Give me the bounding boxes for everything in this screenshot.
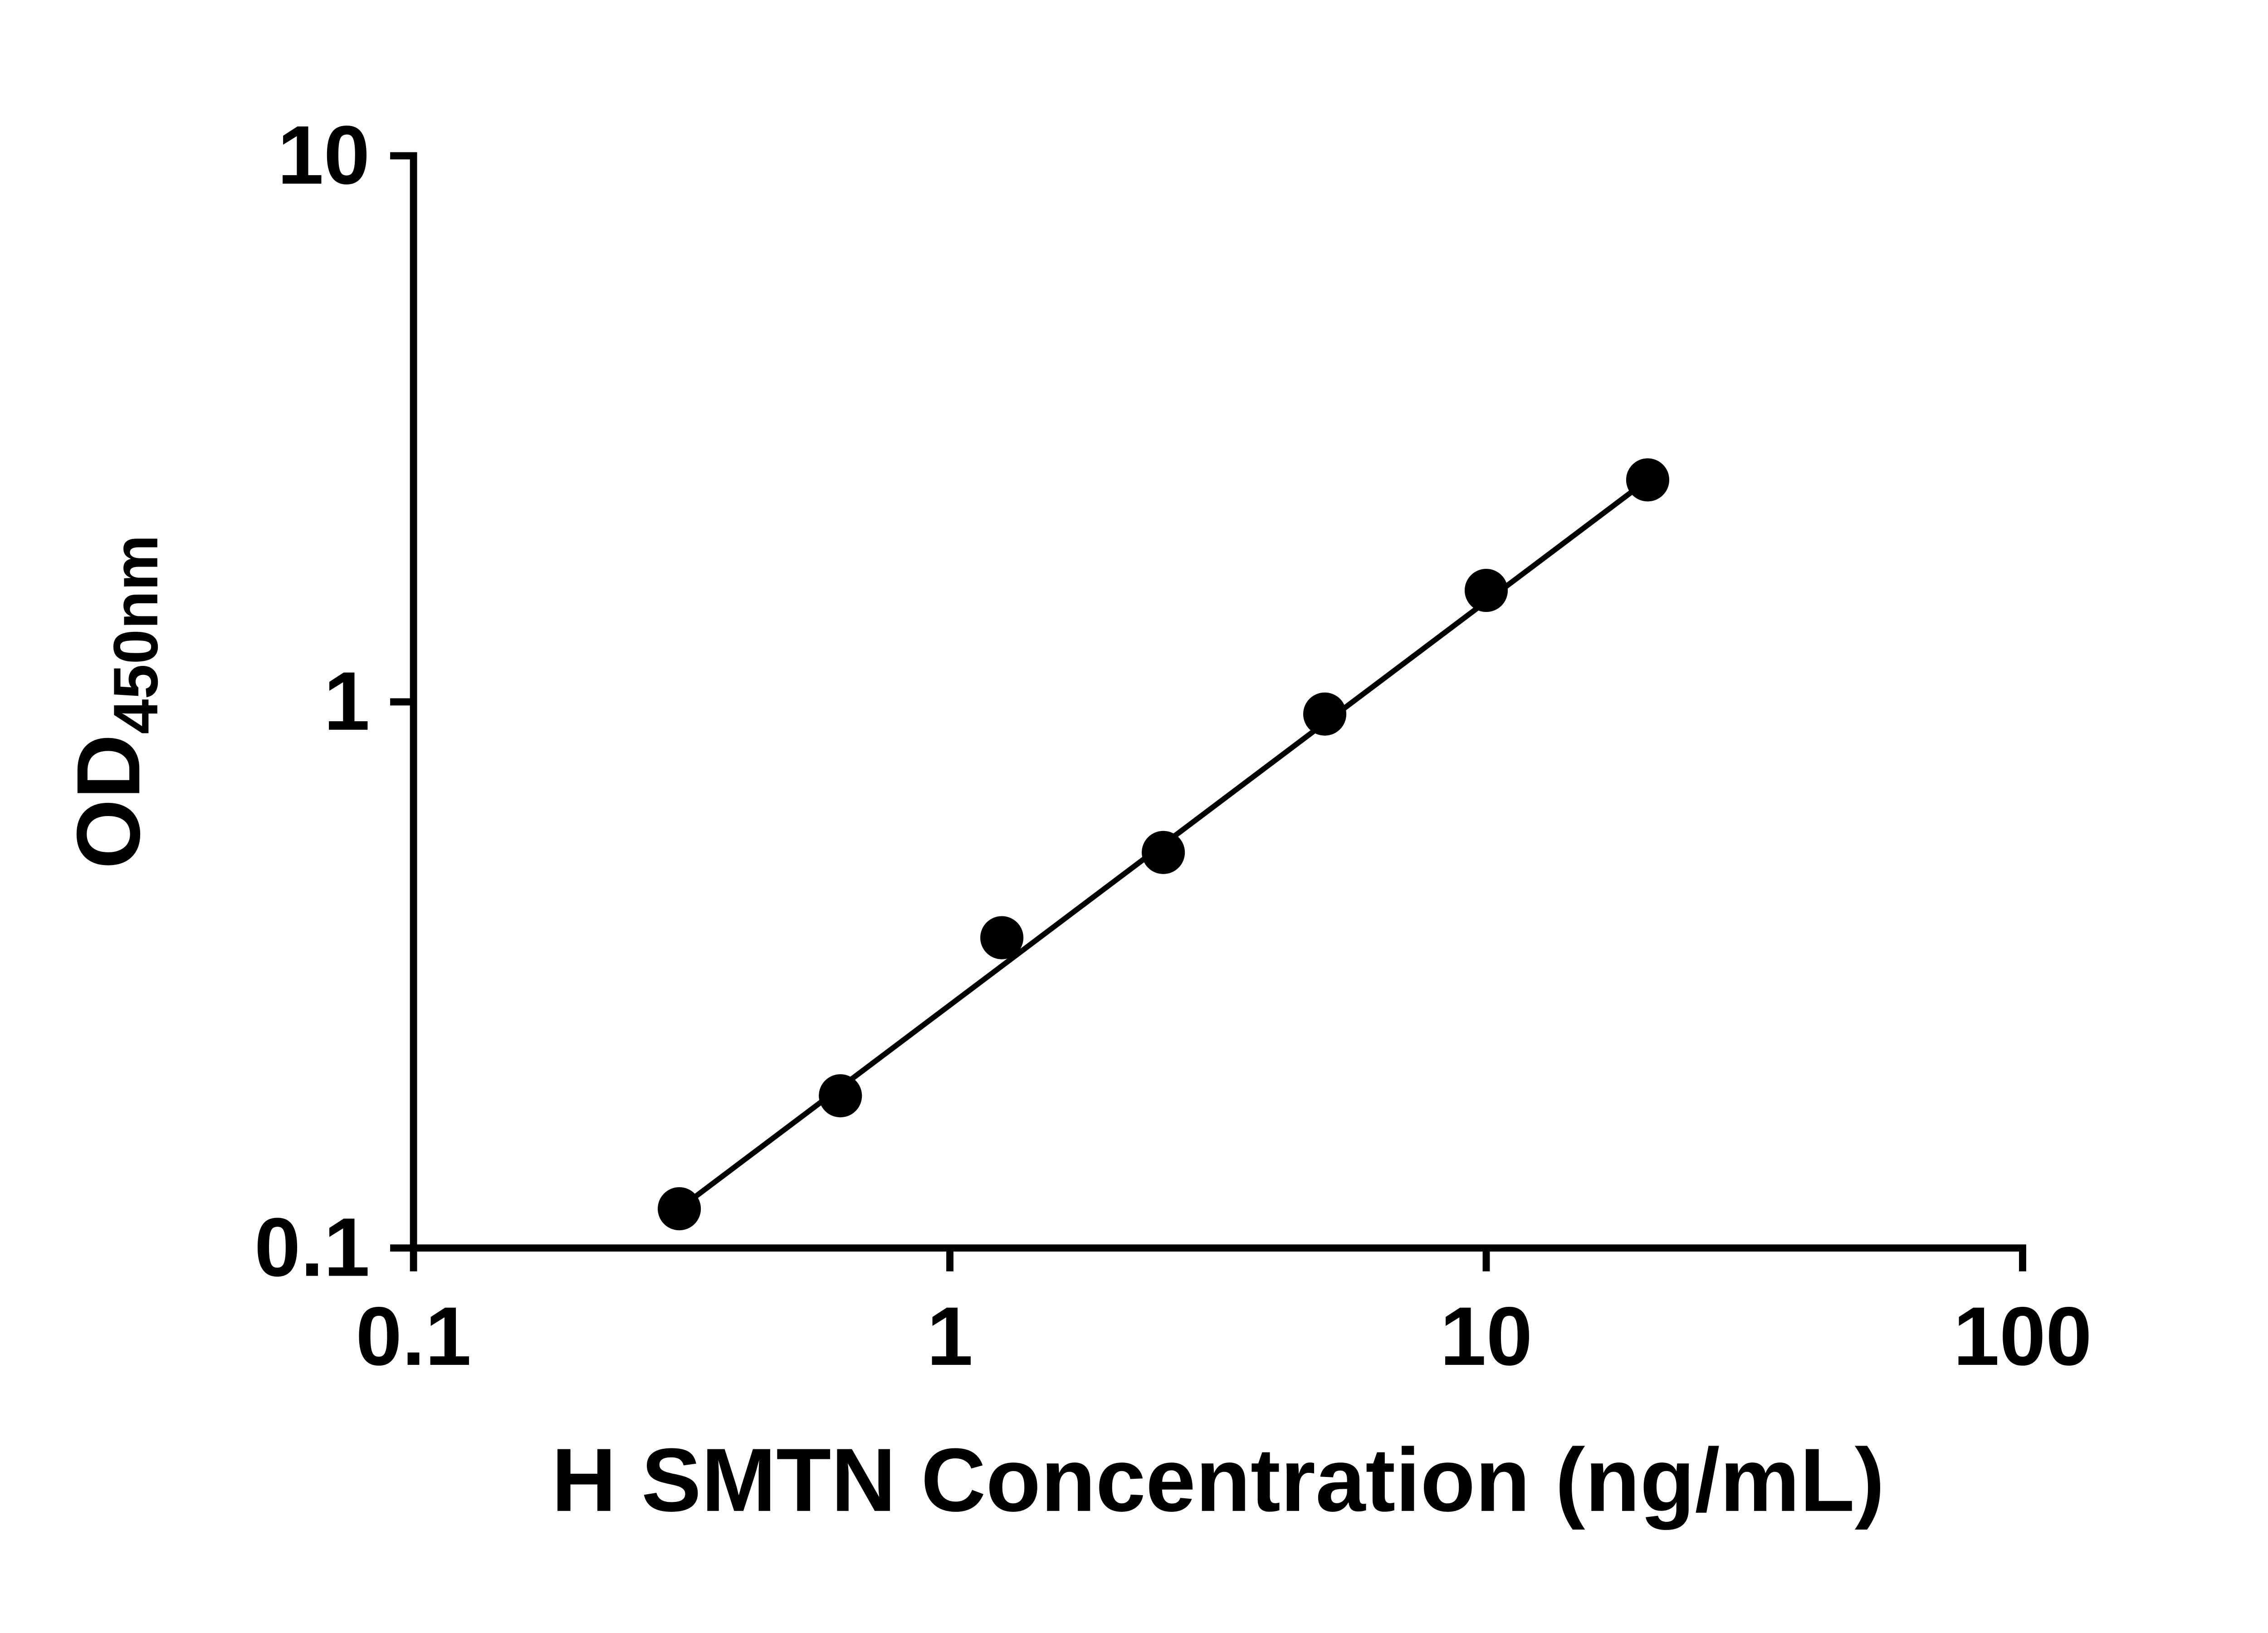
data-point — [1464, 569, 1508, 612]
y-axis-title-main: OD — [58, 734, 158, 869]
y-tick-label: 10 — [278, 108, 370, 201]
x-tick-label: 10 — [1440, 1290, 1533, 1383]
x-tick-label: 1 — [927, 1290, 973, 1383]
data-point — [658, 1187, 701, 1231]
y-axis-title-subscript: 450nm — [101, 535, 171, 734]
data-point — [819, 1074, 862, 1118]
y-tick-label: 1 — [324, 655, 370, 748]
data-point — [1303, 692, 1347, 736]
data-point — [1142, 831, 1185, 874]
x-axis-title: H SMTN Concentration (ng/mL) — [552, 1430, 1885, 1530]
x-tick-label: 0.1 — [356, 1290, 471, 1383]
y-tick-label: 0.1 — [254, 1201, 370, 1294]
plot-layer: 0.1 1 10 100 0.1 1 10 — [254, 108, 2092, 1383]
data-point — [980, 916, 1024, 959]
x-tick-label: 100 — [1953, 1290, 2092, 1383]
y-axis-title: OD450nm — [58, 535, 171, 869]
data-point — [1626, 458, 1670, 502]
axis-spine — [410, 152, 2026, 1252]
